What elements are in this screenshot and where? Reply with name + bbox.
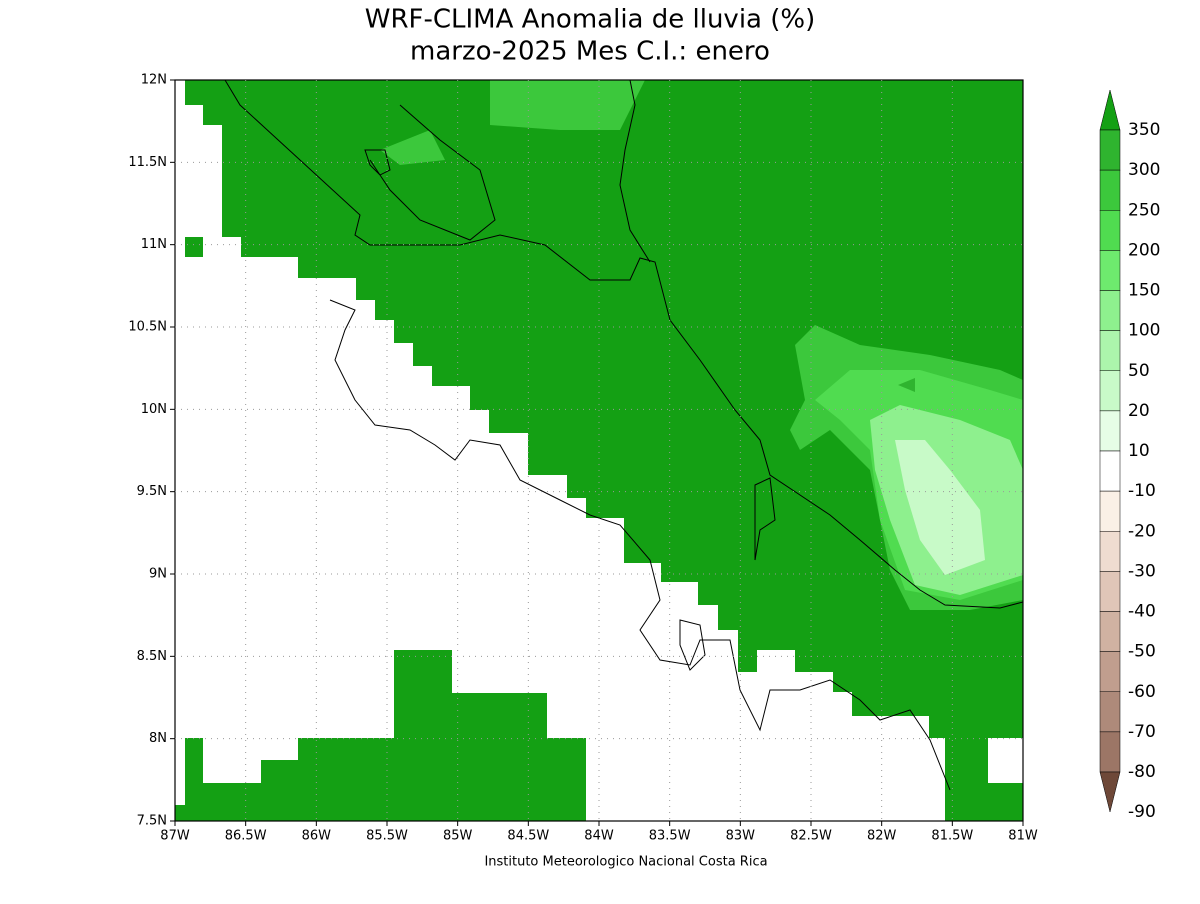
no-data-area bbox=[988, 738, 1023, 783]
colorbar-label: 50 bbox=[1128, 361, 1150, 381]
colorbar-label: -80 bbox=[1128, 762, 1156, 782]
colorbar-label: -50 bbox=[1128, 642, 1156, 662]
lon-label: 85W bbox=[443, 829, 473, 844]
colorbar-box bbox=[1099, 571, 1121, 612]
colorbar-label: -10 bbox=[1128, 481, 1156, 501]
colorbar-box bbox=[1099, 290, 1121, 331]
lon-label: 81.5W bbox=[931, 829, 973, 844]
lon-label: 86W bbox=[302, 829, 332, 844]
lon-label: 82.5W bbox=[790, 829, 832, 844]
colorbar-box bbox=[1099, 651, 1121, 692]
anomaly-cell bbox=[185, 237, 203, 257]
lon-label: 84.5W bbox=[507, 829, 549, 844]
colorbar-box bbox=[1099, 531, 1121, 572]
colorbar-label: 10 bbox=[1128, 441, 1150, 461]
colorbar-box bbox=[1099, 370, 1121, 412]
colorbar-box bbox=[1099, 691, 1121, 733]
lon-label: 84W bbox=[584, 829, 614, 844]
colorbar-label: 150 bbox=[1128, 281, 1160, 301]
colorbar-label: -90 bbox=[1128, 802, 1156, 822]
lat-label: 8.5N bbox=[137, 649, 167, 664]
lon-label: 82W bbox=[867, 829, 897, 844]
lat-label: 9.5N bbox=[137, 484, 167, 499]
lon-label: 85.5W bbox=[366, 829, 408, 844]
lon-label: 86.5W bbox=[225, 829, 267, 844]
anomaly-field bbox=[898, 378, 915, 392]
coastline bbox=[619, 79, 651, 263]
colorbar-box bbox=[1099, 611, 1121, 652]
lat-label: 9N bbox=[149, 567, 167, 582]
anomaly-field bbox=[895, 440, 985, 575]
colorbar-label: -30 bbox=[1128, 561, 1156, 581]
colorbar-box bbox=[1099, 129, 1121, 171]
lat-label: 12N bbox=[141, 73, 167, 88]
colorbar-label: -20 bbox=[1128, 521, 1156, 541]
colorbar-box bbox=[1099, 450, 1121, 492]
lon-label: 87W bbox=[160, 829, 190, 844]
colorbar-arrow bbox=[1099, 89, 1121, 131]
coastline bbox=[329, 299, 951, 791]
lon-label: 83.5W bbox=[649, 829, 691, 844]
subtitle: marzo-2025 Mes C.I.: enero bbox=[410, 37, 770, 67]
lat-label: 11.5N bbox=[128, 155, 167, 170]
colorbar-box bbox=[1099, 731, 1121, 773]
colorbar-arrow bbox=[1099, 771, 1121, 813]
colorbar-box bbox=[1099, 410, 1121, 452]
colorbar-label: 200 bbox=[1128, 240, 1160, 260]
lat-label: 11N bbox=[141, 237, 167, 252]
lat-label: 10.5N bbox=[128, 320, 167, 335]
lon-label: 83W bbox=[726, 829, 756, 844]
colorbar-label: 100 bbox=[1128, 321, 1160, 341]
colorbar-box bbox=[1099, 169, 1121, 211]
colorbar-box bbox=[1099, 210, 1121, 251]
colorbar-label: 350 bbox=[1128, 120, 1160, 140]
colorbar-box bbox=[1099, 490, 1121, 532]
map bbox=[175, 79, 1024, 821]
colorbar-label: -60 bbox=[1128, 682, 1156, 702]
colorbar-label: 20 bbox=[1128, 401, 1150, 421]
colorbar-label: 300 bbox=[1128, 160, 1160, 180]
lon-label: 81W bbox=[1008, 829, 1038, 844]
lat-label: 7.5N bbox=[137, 814, 167, 829]
colorbar-label: 250 bbox=[1128, 200, 1160, 220]
title: WRF-CLIMA Anomalia de lluvia (%) bbox=[365, 5, 815, 35]
colorbar-label: -40 bbox=[1128, 602, 1156, 622]
lat-label: 8N bbox=[149, 731, 167, 746]
footer: Instituto Meteorologico Nacional Costa R… bbox=[484, 855, 767, 870]
coastline bbox=[364, 104, 496, 241]
colorbar-box bbox=[1099, 250, 1121, 291]
coastline bbox=[679, 477, 776, 671]
lat-label: 10N bbox=[141, 402, 167, 417]
coastline bbox=[224, 79, 1024, 609]
colorbar-box bbox=[1099, 330, 1121, 371]
no-data-area bbox=[175, 80, 945, 821]
colorbar-label: -70 bbox=[1128, 722, 1156, 742]
